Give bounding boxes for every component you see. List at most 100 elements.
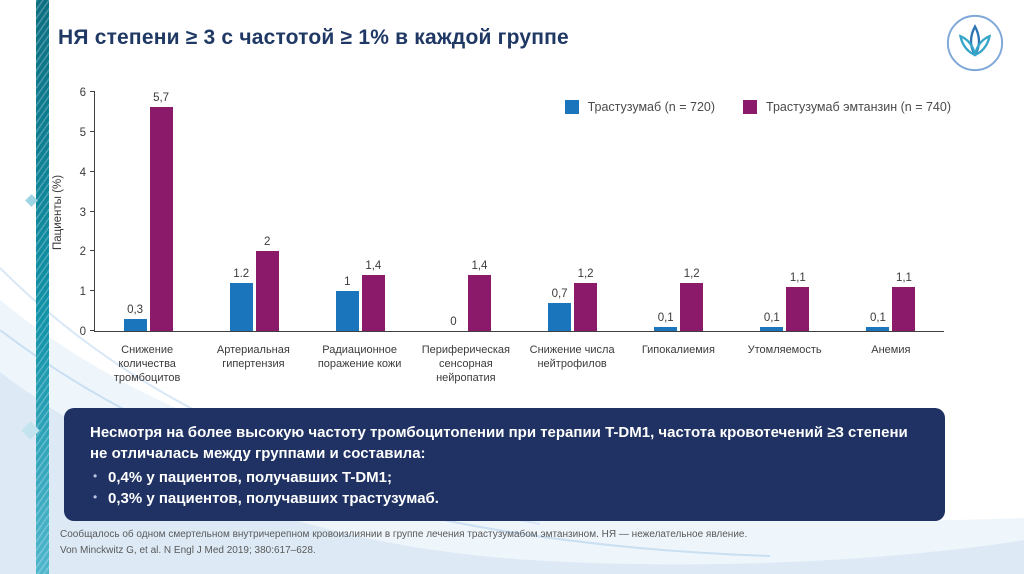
slide-title: НЯ степени ≥ 3 с частотой ≥ 1% в каждой …	[58, 26, 569, 49]
bar-trastuzumab	[548, 303, 572, 331]
bar-with-label: 1,4	[467, 92, 491, 331]
bar-trastuzumab-emtansine	[786, 287, 810, 331]
bar-with-label: 0	[442, 92, 465, 331]
bar-value-label: 1,4	[365, 260, 382, 273]
bar-group: 1.2 2	[201, 92, 307, 331]
bar-trastuzumab	[123, 319, 147, 331]
legend-swatch	[743, 100, 758, 114]
bar-value-label: 0	[450, 316, 457, 328]
bar-chart: Пациенты (%) 0,3 5,7 1.2 2 1 1,4 0 1,4 0,7 1,2 0,1…	[50, 78, 955, 398]
citation: Von Minckwitz G, et al. N Engl J Med 201…	[60, 544, 316, 556]
x-axis-category-label: Анемия	[871, 344, 911, 356]
bar-with-label: 1,4	[361, 92, 385, 331]
bar-with-label: 1,1	[892, 92, 916, 331]
y-tick-mark	[90, 170, 95, 172]
bar-value-label: 0,1	[869, 312, 886, 325]
y-tick-mark	[90, 210, 95, 212]
bar-trastuzumab-emtansine	[255, 251, 279, 331]
legend-label: Трастузумаб эмтанзин (n = 740)	[766, 100, 951, 114]
callout-bullet: 0,3% у пациентов, получавших трастузумаб…	[90, 488, 919, 509]
bar-value-label: 1,2	[683, 268, 700, 281]
bar-value-label: 1,1	[895, 272, 912, 285]
bar-with-label: 0,3	[123, 92, 147, 331]
bar-with-label: 5,7	[149, 92, 173, 331]
bar-with-label: 0,7	[548, 92, 572, 331]
x-axis-category-label: Гипокалиемия	[641, 344, 715, 356]
bar-with-label: 0,1	[654, 92, 678, 331]
bar-with-label: 0,1	[760, 92, 784, 331]
bar-with-label: 1.2	[229, 92, 253, 331]
bar-trastuzumab-emtansine	[361, 275, 385, 331]
bar-group: 0,1 1,1	[838, 92, 944, 331]
x-axis-category-label: Радиационное поражение кожи	[317, 344, 402, 371]
bar-trastuzumab-emtansine	[680, 283, 704, 331]
bar-trastuzumab	[866, 327, 890, 331]
legend-label: Трастузумаб (n = 720)	[587, 100, 716, 114]
bar-trastuzumab-emtansine	[574, 283, 598, 331]
bar-trastuzumab	[760, 327, 784, 331]
bar-with-label: 1,2	[680, 92, 704, 331]
x-axis-category-label: Периферическая сенсорная нейропатия	[421, 344, 510, 385]
bar-groups: 0,3 5,7 1.2 2 1 1,4 0 1,4 0,7 1,2 0,1 1,2 0,1 1,1 0,1 1…	[95, 92, 944, 331]
bar-trastuzumab	[654, 327, 678, 331]
left-decoration-strip	[36, 0, 49, 574]
bar-value-label: 0,3	[127, 304, 144, 317]
y-tick-mark	[90, 130, 95, 132]
bar-trastuzumab	[229, 283, 253, 331]
bar-group: 0,1 1,1	[732, 92, 838, 331]
x-axis-category-label: Снижение числа нейтрофилов	[529, 344, 615, 371]
callout-intro-text: Несмотря на более высокую частоту тромбо…	[90, 424, 908, 463]
bar-with-label: 0,1	[866, 92, 890, 331]
bar-trastuzumab	[335, 291, 359, 331]
bar-value-label: 0,1	[657, 312, 674, 325]
callout-bullet: 0,4% у пациентов, получавших T-DM1;	[90, 467, 919, 488]
y-tick-label: 5	[79, 126, 86, 139]
y-tick-label: 3	[79, 206, 86, 219]
bar-value-label: 0,1	[763, 312, 780, 325]
y-tick-mark	[90, 290, 95, 292]
bar-value-label: 1.2	[233, 268, 250, 281]
legend-item: Трастузумаб эмтанзин (n = 740)	[743, 100, 951, 114]
bar-trastuzumab-emtansine	[467, 275, 491, 331]
chart-legend: Трастузумаб (n = 720) Трастузумаб эмтанзи…	[564, 100, 951, 114]
x-axis-category-label: Артериальная гипертензия	[216, 344, 290, 371]
bar-group: 0,1 1,2	[626, 92, 732, 331]
bar-value-label: 5,7	[153, 92, 170, 104]
bar-trastuzumab-emtansine	[149, 107, 173, 331]
y-tick-label: 1	[79, 286, 86, 299]
legend-item: Трастузумаб (n = 720)	[564, 100, 716, 114]
bar-group: 0 1,4	[413, 92, 519, 331]
x-axis-labels: Снижение количества тромбоцитов Артериаль…	[94, 338, 944, 385]
bar-with-label: 1,1	[786, 92, 810, 331]
y-tick-mark	[90, 250, 95, 252]
company-logo	[944, 12, 1006, 74]
y-tick-label: 4	[79, 166, 86, 179]
footnote: Сообщалось об одном смертельном внутриче…	[60, 529, 748, 540]
bar-value-label: 1,2	[577, 268, 594, 281]
bar-value-label: 1,1	[789, 272, 806, 285]
callout-box: Несмотря на более высокую частоту тромбо…	[64, 408, 945, 522]
bar-value-label: 2	[263, 236, 271, 249]
lotus-logo-icon	[946, 14, 1004, 72]
x-axis-category-label: Утомляемость	[747, 344, 822, 356]
y-tick-label: 0	[79, 326, 86, 338]
bar-with-label: 1	[335, 92, 359, 331]
bar-group: 1 1,4	[307, 92, 413, 331]
bar-value-label: 1	[344, 276, 351, 289]
bar-with-label: 1,2	[574, 92, 598, 331]
y-tick-mark	[90, 91, 95, 92]
bar-value-label: 1,4	[471, 260, 488, 273]
y-tick-label: 2	[79, 246, 86, 259]
footer: Сообщалось об одном смертельном внутриче…	[60, 527, 747, 558]
bar-trastuzumab-emtansine	[892, 287, 916, 331]
y-tick-label: 6	[79, 87, 86, 99]
bar-with-label: 2	[255, 92, 279, 331]
plot-area: 0,3 5,7 1.2 2 1 1,4 0 1,4 0,7 1,2 0,1 1,2 0,1 1,1 0,1 1…	[80, 87, 944, 338]
legend-swatch	[564, 100, 579, 114]
bar-group: 0,7 1,2	[520, 92, 626, 331]
bar-value-label: 0,7	[551, 288, 568, 301]
bar-group: 0,3 5,7	[95, 92, 201, 331]
y-axis-label: Пациенты (%)	[52, 174, 64, 250]
y-tick-mark	[90, 330, 95, 331]
x-axis-category-label: Снижение количества тромбоцитов	[113, 344, 181, 385]
